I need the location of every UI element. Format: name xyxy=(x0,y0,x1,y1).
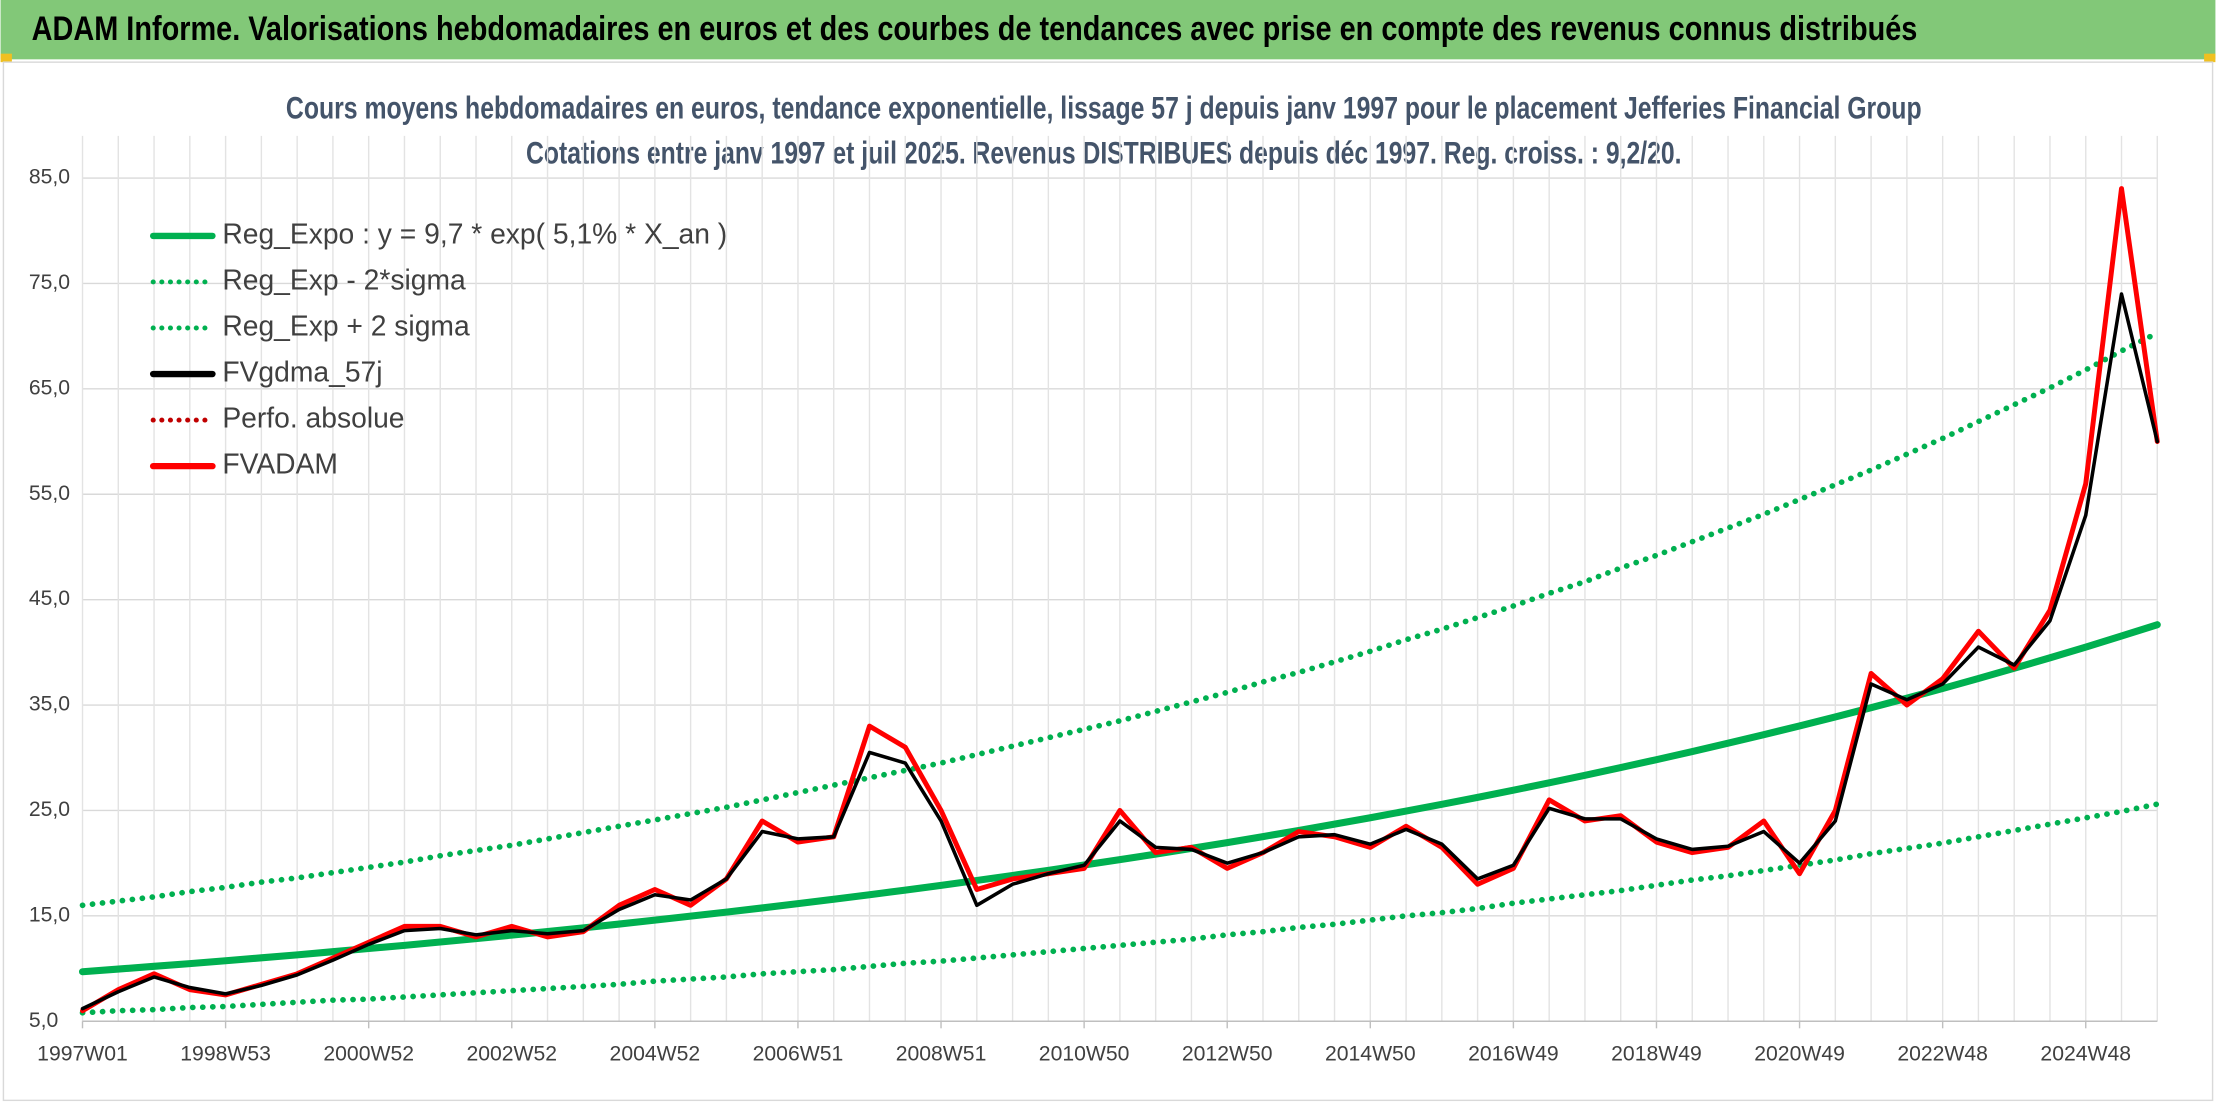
header-band xyxy=(0,0,2216,60)
legend: Reg_Expo : y = 9,7 * exp( 5,1% * X_an ) R… xyxy=(149,217,727,480)
legend-label: Reg_Exp - 2*sigma xyxy=(222,263,466,295)
x-tick-label: 2010W50 xyxy=(1039,1043,1130,1066)
y-tick-label: 45,0 xyxy=(29,587,70,610)
x-tick-label: 2022W48 xyxy=(1897,1043,1988,1066)
chart-frame xyxy=(2,61,2214,1102)
y-tick-label: 25,0 xyxy=(29,798,70,821)
y-tick-label: 55,0 xyxy=(29,482,70,505)
x-tick-label: 2006W51 xyxy=(753,1043,844,1066)
x-tick-label: 2002W52 xyxy=(466,1043,557,1066)
series-line xyxy=(80,186,2160,1014)
x-tick-label: 2018W49 xyxy=(1611,1043,1702,1066)
x-tick-label: 2000W52 xyxy=(323,1043,414,1066)
header-title: ADAM Informe. Valorisations hebdomadaire… xyxy=(32,10,1918,48)
y-tick-label: 15,0 xyxy=(29,903,70,926)
series-line xyxy=(78,621,2161,976)
y-tick-label: 35,0 xyxy=(29,693,70,716)
y-tick-label: 85,0 xyxy=(29,166,70,189)
y-tick-label: 75,0 xyxy=(29,271,70,294)
corner-mark xyxy=(2204,53,2216,63)
chart-subtitle: Cotations entre janv 1997 et juil 2025. … xyxy=(526,136,1681,171)
title-backdrop xyxy=(276,87,1936,181)
x-tick-label: 2016W49 xyxy=(1468,1043,1559,1066)
series-line xyxy=(79,330,2161,909)
x-tick-label: 2020W49 xyxy=(1754,1043,1845,1066)
plot-lines xyxy=(78,186,2161,1016)
legend-label: FVgdma_57j xyxy=(222,356,382,388)
x-tick-label: 1997W01 xyxy=(37,1043,128,1066)
series-line xyxy=(80,292,2160,1011)
x-tick-label: 2014W50 xyxy=(1325,1043,1416,1066)
corner-mark xyxy=(0,53,12,63)
series-line xyxy=(79,801,2161,1016)
legend-label: FVADAM xyxy=(222,448,338,480)
legend-label: Reg_Expo : y = 9,7 * exp( 5,1% * X_an ) xyxy=(222,217,727,249)
legend-label: Perfo. absolue xyxy=(222,402,404,434)
x-tick-label: 1998W53 xyxy=(180,1043,271,1066)
y-tick-label: 65,0 xyxy=(29,376,70,399)
x-tick-label: 2012W50 xyxy=(1182,1043,1273,1066)
x-tick-label: 2024W48 xyxy=(2040,1043,2131,1066)
x-tick-label: 2008W51 xyxy=(896,1043,987,1066)
chart-title: Cours moyens hebdomadaires en euros, ten… xyxy=(286,90,1922,125)
legend-label: Reg_Exp + 2 sigma xyxy=(222,309,470,341)
y-tick-label: 5,0 xyxy=(29,1009,58,1032)
axes: 5,0 15,0 25,0 35,0 45,0 55,0 65,0 75,0 85,0 1997W… xyxy=(29,166,2158,1066)
x-tick-label: 2004W52 xyxy=(610,1043,701,1066)
